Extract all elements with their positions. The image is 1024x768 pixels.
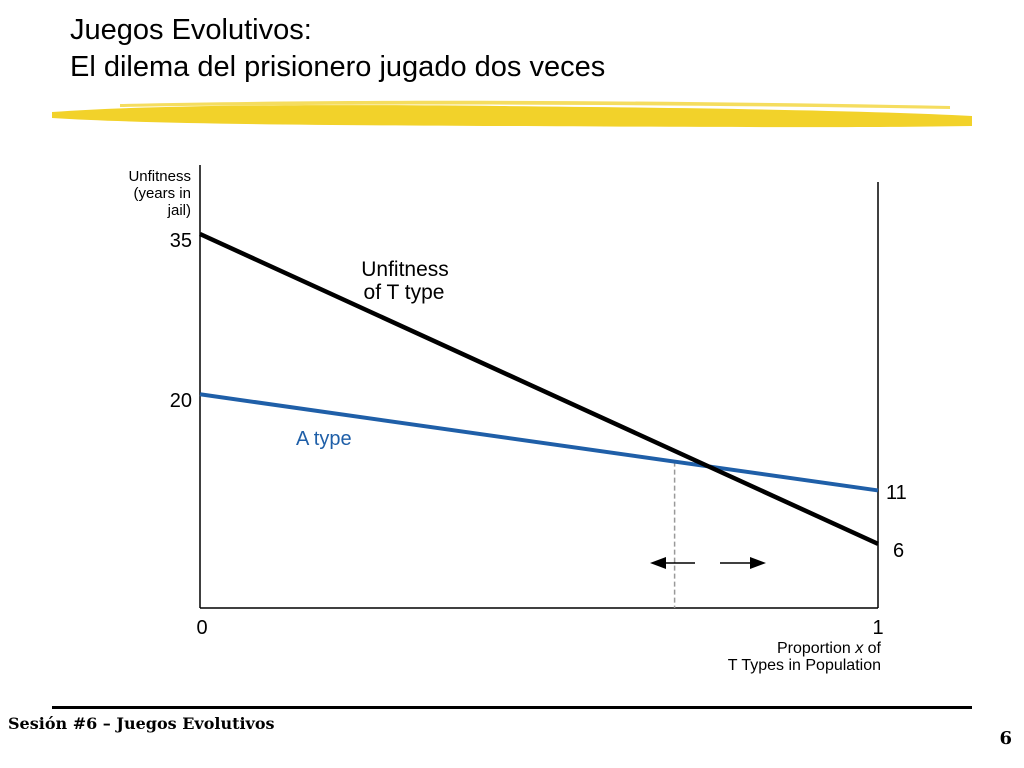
- title-highlight-stroke: [52, 100, 972, 128]
- series-line-a-type: [199, 392, 879, 493]
- highlight-brush-streak: [120, 100, 950, 109]
- y-axis-label-line-1: Unfitness: [128, 168, 191, 185]
- arrow-left-icon: [650, 557, 695, 569]
- series-label-a-type: A type: [296, 428, 352, 450]
- page-number: 6: [999, 728, 1012, 749]
- y-axis-label-line-2: (years in: [133, 185, 191, 202]
- y-tick-label-35: 35: [170, 230, 192, 252]
- x-tick-label-1: 1: [872, 617, 883, 639]
- footer-rule: [52, 706, 972, 709]
- footer-text: Sesión #6 – Juegos Evolutivos: [8, 714, 275, 733]
- arrow-right-icon: [720, 557, 766, 569]
- series-label-t-type-line-2: of T type: [364, 281, 445, 304]
- end-value-label-11: 11: [886, 482, 907, 504]
- series-line-t-type: [199, 231, 879, 546]
- x-tick-label-0: 0: [196, 617, 207, 639]
- slide-title: Juegos Evolutivos: El dilema del prision…: [70, 12, 605, 86]
- unfitness-chart: Unfitness (years in jail) 35 20 0 1 Prop…: [128, 165, 907, 674]
- end-value-label-6: 6: [893, 540, 904, 562]
- title-line-1: Juegos Evolutivos:: [70, 14, 312, 46]
- highlight-brush-main: [52, 105, 972, 128]
- title-line-2: El dilema del prisionero jugado dos vece…: [70, 51, 606, 83]
- y-axis-label-line-3: jail): [167, 202, 191, 219]
- x-axis-label-suffix: of: [863, 640, 881, 657]
- y-tick-label-20: 20: [170, 390, 192, 412]
- x-axis-label-line-1: Proportion x of: [777, 640, 882, 657]
- x-axis-label-line-2: T Types in Population: [728, 657, 881, 674]
- series-label-t-type-line-1: Unfitness: [361, 258, 449, 281]
- x-axis-label-variable: x: [854, 640, 864, 657]
- x-axis-label-prefix: Proportion: [777, 640, 855, 657]
